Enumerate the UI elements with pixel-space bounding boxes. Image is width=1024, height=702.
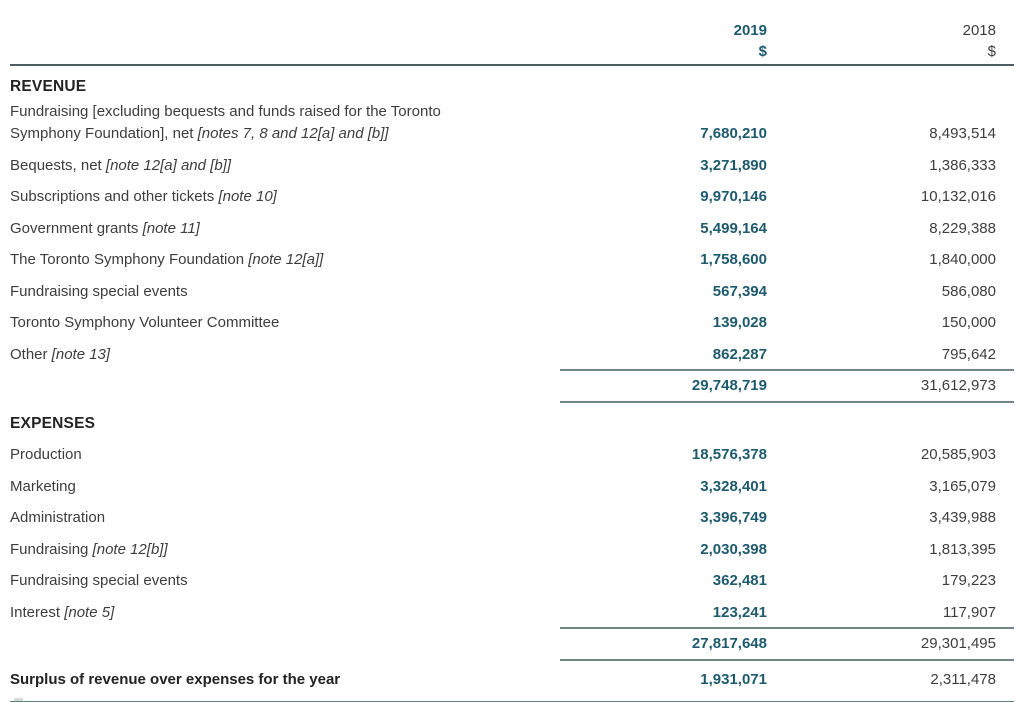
- column-header-2018: 2018 $: [785, 20, 1014, 62]
- statement-section: REVENUE Fundraising [excluding bequests …: [10, 78, 1014, 403]
- table-row: Interest [note 5] 123,241 117,907: [10, 595, 1014, 627]
- row-note: [note 11]: [138, 219, 200, 237]
- row-label: Production: [10, 446, 82, 463]
- row-value-2019: 139,028: [712, 314, 767, 331]
- section-total-2018: 29,301,495: [920, 634, 996, 652]
- section-rows: Fundraising [excluding bequests and fund…: [10, 101, 1014, 369]
- row-note: [note 13]: [47, 345, 111, 363]
- table-row: Toronto Symphony Volunteer Committee 139…: [10, 306, 1014, 338]
- row-value-2019: 2,030,398: [700, 540, 767, 558]
- row-value-2018: 10,132,016: [920, 188, 996, 205]
- statement-sections: REVENUE Fundraising [excluding bequests …: [10, 78, 1014, 661]
- table-row: Fundraising special events 362,481 179,2…: [10, 564, 1014, 596]
- row-value-2018: 795,642: [941, 345, 996, 363]
- row-value-2019: 5,499,164: [700, 219, 767, 237]
- row-value-2018: 3,165,079: [929, 477, 996, 495]
- page-edge-artifact: [14, 698, 23, 701]
- bottom-rule: [10, 700, 1014, 702]
- row-value-2019: 3,328,401: [700, 477, 767, 495]
- row-value-2019: 3,396,749: [700, 509, 767, 526]
- row-label: Interest [note 5]: [10, 603, 115, 621]
- row-value-2018: 117,907: [942, 603, 996, 621]
- row-value-2018: 1,840,000: [929, 251, 996, 268]
- row-note: [note 5]: [60, 603, 115, 621]
- row-label: Marketing: [10, 477, 76, 495]
- row-note: [note 10]: [214, 188, 277, 205]
- table-row: Other [note 13] 862,287 795,642: [10, 337, 1014, 369]
- row-label: Fundraising special events: [10, 282, 188, 300]
- currency-symbol-2018: $: [987, 43, 996, 60]
- row-value-2018: 179,223: [941, 572, 996, 589]
- row-note: [note 12[b]]: [88, 540, 168, 558]
- table-row: Administration 3,396,749 3,439,988: [10, 501, 1014, 533]
- section-total-2018: 31,612,973: [920, 376, 996, 394]
- row-label: Toronto Symphony Volunteer Committee: [10, 314, 280, 331]
- row-label: Fundraising [excluding bequests and fund…: [10, 103, 441, 142]
- row-value-2019: 862,287: [712, 345, 767, 363]
- row-value-2019: 18,576,378: [691, 446, 767, 463]
- section-rows: Production 18,576,378 20,585,903 Marketi…: [10, 438, 1014, 627]
- header-rule: [10, 64, 1014, 66]
- row-label: Fundraising special events: [10, 572, 188, 589]
- statement-section: EXPENSES Production 18,576,378 20,585,90…: [10, 415, 1014, 661]
- row-value-2019: 7,680,210: [700, 125, 767, 142]
- currency-symbol-2019: $: [758, 43, 767, 60]
- table-row: Production 18,576,378 20,585,903: [10, 438, 1014, 470]
- row-label: Other [note 13]: [10, 345, 111, 363]
- row-label: The Toronto Symphony Foundation [note 12…: [10, 251, 324, 268]
- row-value-2018: 586,080: [941, 282, 996, 300]
- section-total-2019: 27,817,648: [691, 634, 767, 652]
- surplus-value-2019: 1,931,071: [700, 670, 767, 688]
- surplus-row: Surplus of revenue over expenses for the…: [10, 663, 1014, 696]
- section-total-2019: 29,748,719: [691, 376, 767, 394]
- row-label: Fundraising [note 12[b]]: [10, 540, 168, 558]
- row-value-2018: 3,439,988: [929, 509, 996, 526]
- row-value-2019: 1,758,600: [700, 251, 767, 268]
- row-note: [note 12[a]]: [244, 251, 324, 268]
- row-value-2018: 1,386,333: [929, 156, 996, 174]
- section-total-row: 29,748,719 31,612,973: [10, 371, 1014, 401]
- row-value-2019: 9,970,146: [700, 188, 767, 205]
- subtotal-rule-bottom: [560, 400, 1014, 403]
- table-row: Bequests, net [note 12[a] and [b]] 3,271…: [10, 148, 1014, 180]
- row-value-2019: 3,271,890: [700, 156, 767, 174]
- row-note: [note 12[a] and [b]]: [101, 156, 231, 174]
- table-row: Fundraising [excluding bequests and fund…: [10, 101, 1014, 148]
- row-label: Subscriptions and other tickets [note 10…: [10, 188, 277, 205]
- section-total-row: 27,817,648 29,301,495: [10, 629, 1014, 659]
- row-label: Government grants [note 11]: [10, 219, 200, 237]
- section-heading: REVENUE: [10, 78, 87, 95]
- row-label: Bequests, net [note 12[a] and [b]]: [10, 156, 231, 174]
- section-heading: EXPENSES: [10, 414, 96, 432]
- row-value-2019: 123,241: [712, 603, 767, 621]
- row-value-2018: 1,813,395: [929, 540, 996, 558]
- column-headers: 2019 $ 2018 $: [10, 20, 1014, 62]
- row-note: [notes 7, 8 and 12[a] and [b]]: [193, 125, 389, 142]
- row-value-2018: 8,493,514: [929, 125, 996, 142]
- subtotal-rule-bottom: [560, 658, 1014, 661]
- row-value-2018: 8,229,388: [929, 219, 996, 237]
- table-row: Marketing 3,328,401 3,165,079: [10, 469, 1014, 501]
- subtotal-rule-top: [560, 368, 1014, 371]
- surplus-label: Surplus of revenue over expenses for the…: [10, 670, 341, 688]
- row-value-2018: 20,585,903: [920, 446, 996, 463]
- surplus-value-2018: 2,311,478: [930, 670, 996, 688]
- table-row: The Toronto Symphony Foundation [note 12…: [10, 243, 1014, 275]
- year-2018-label: 2018: [962, 22, 996, 39]
- table-row: Fundraising [note 12[b]] 2,030,398 1,813…: [10, 532, 1014, 564]
- table-row: Fundraising special events 567,394 586,0…: [10, 274, 1014, 306]
- column-header-2019: 2019 $: [570, 20, 785, 62]
- table-row: Subscriptions and other tickets [note 10…: [10, 180, 1014, 212]
- year-2019-label: 2019: [733, 22, 767, 39]
- row-value-2019: 567,394: [712, 282, 767, 300]
- row-value-2018: 150,000: [941, 314, 996, 331]
- row-value-2019: 362,481: [712, 572, 767, 589]
- subtotal-rule-top: [560, 626, 1014, 629]
- table-row: Government grants [note 11] 5,499,164 8,…: [10, 211, 1014, 243]
- row-label: Administration: [10, 509, 106, 526]
